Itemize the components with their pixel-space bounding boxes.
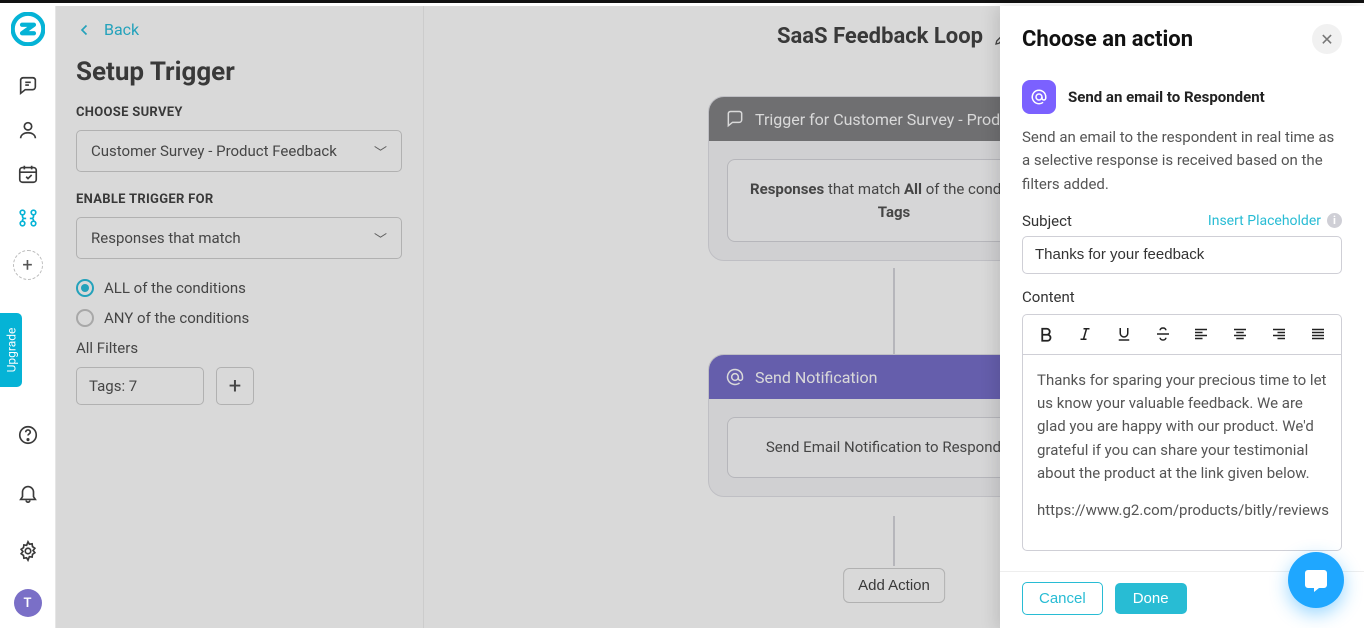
nav-avatar[interactable]: T [14, 589, 42, 617]
subject-input[interactable] [1022, 236, 1342, 274]
survey-selected-value: Customer Survey - Product Feedback [91, 142, 337, 160]
content-link-text: https://www.g2.com/products/bitly/review… [1037, 499, 1327, 522]
action-name-text: Send an email to Respondent [1068, 88, 1265, 106]
trigger-selected-value: Responses that match [91, 229, 241, 247]
side-panel-title: Choose an action [1022, 27, 1193, 52]
add-filter-button[interactable]: + [216, 367, 254, 405]
connector-line [893, 268, 895, 354]
nav-workflows-icon[interactable] [8, 198, 48, 238]
nav-add-button[interactable]: + [13, 250, 43, 280]
rte-toolbar [1022, 314, 1342, 354]
action-name-row: Send an email to Respondent [1022, 80, 1342, 114]
action-node-title: Send Notification [755, 368, 878, 387]
cancel-button[interactable]: Cancel [1022, 582, 1103, 615]
info-icon: i [1327, 213, 1342, 228]
rte-underline-button[interactable] [1107, 319, 1142, 349]
setup-panel: Back Setup Trigger CHOOSE SURVEY Custome… [56, 6, 424, 628]
rte-align-left-button[interactable] [1184, 319, 1219, 349]
subject-label: Subject [1022, 212, 1072, 230]
radio-all-label: ALL of the conditions [104, 279, 246, 297]
add-action-button[interactable]: Add Action [843, 568, 945, 603]
filter-chip-text: Tags: 7 [89, 377, 137, 395]
subject-label-row: Subject Insert Placeholder i [1022, 212, 1342, 230]
app-logo[interactable] [11, 12, 45, 46]
enable-trigger-label: ENABLE TRIGGER FOR [76, 192, 403, 207]
cancel-label: Cancel [1039, 590, 1086, 607]
nav-contacts-icon[interactable] [8, 110, 48, 150]
add-action-label: Add Action [858, 577, 930, 594]
workflow-title: SaaS Feedback Loop [777, 24, 983, 49]
rte-bold-button[interactable] [1029, 319, 1064, 349]
trigger-select[interactable]: Responses that match ﹀ [76, 217, 402, 259]
action-side-panel: Choose an action ✕ Send an email to Resp… [1000, 6, 1364, 628]
radio-any-label: ANY of the conditions [104, 309, 249, 327]
survey-select[interactable]: Customer Survey - Product Feedback ﹀ [76, 130, 402, 172]
done-label: Done [1133, 590, 1169, 607]
chevron-down-icon: ﹀ [374, 142, 387, 161]
nav-help-icon[interactable] [8, 415, 48, 455]
radio-on-icon [76, 279, 94, 297]
nav-notifications-icon[interactable] [8, 473, 48, 513]
trigger-text-match: that match [824, 180, 904, 198]
trigger-text-responses: Responses [750, 180, 824, 198]
trigger-text-all: All [904, 180, 922, 198]
upgrade-tab[interactable]: Upgrade [0, 313, 22, 387]
filter-chip[interactable]: Tags: 7 [76, 367, 204, 405]
email-icon [1022, 80, 1056, 114]
close-panel-button[interactable]: ✕ [1312, 24, 1342, 54]
avatar-initial: T [24, 596, 32, 611]
nav-surveys-icon[interactable] [8, 66, 48, 106]
chat-icon [725, 109, 745, 129]
rte-align-justify-button[interactable] [1300, 319, 1335, 349]
insert-placeholder-link[interactable]: Insert Placeholder i [1208, 213, 1342, 229]
side-panel-header: Choose an action ✕ [1000, 6, 1364, 64]
rte-align-right-button[interactable] [1262, 319, 1297, 349]
back-label: Back [104, 20, 139, 39]
done-button[interactable]: Done [1115, 583, 1187, 614]
action-card-text: Send Email Notification to Respondent [766, 438, 1022, 456]
radio-off-icon [76, 309, 94, 327]
intercom-launcher[interactable] [1288, 552, 1344, 608]
rte-align-center-button[interactable] [1223, 319, 1258, 349]
content-paragraph: Thanks for sparing your precious time to… [1037, 369, 1327, 485]
rte-italic-button[interactable] [1068, 319, 1103, 349]
content-editor[interactable]: Thanks for sparing your precious time to… [1022, 354, 1342, 552]
rte-strike-button[interactable] [1145, 319, 1180, 349]
radio-any-conditions[interactable]: ANY of the conditions [76, 309, 403, 327]
upgrade-label: Upgrade [4, 328, 18, 373]
insert-placeholder-text: Insert Placeholder [1208, 213, 1321, 229]
connector-line-2 [893, 516, 895, 566]
side-panel-body: Send an email to Respondent Send an emai… [1000, 64, 1364, 571]
chevron-down-icon: ﹀ [374, 229, 387, 248]
setup-title: Setup Trigger [76, 57, 403, 87]
radio-all-conditions[interactable]: ALL of the conditions [76, 279, 403, 297]
action-description: Send an email to the respondent in real … [1022, 126, 1342, 196]
choose-survey-label: CHOOSE SURVEY [76, 105, 403, 120]
content-label: Content [1022, 288, 1342, 306]
trigger-text-tags: Tags [878, 203, 911, 221]
filters-row: Tags: 7 + [76, 367, 403, 405]
nav-schedule-icon[interactable] [8, 154, 48, 194]
filters-heading: All Filters [76, 339, 403, 357]
at-icon [725, 367, 745, 387]
nav-settings-icon[interactable] [8, 531, 48, 571]
back-link[interactable]: Back [76, 20, 403, 39]
